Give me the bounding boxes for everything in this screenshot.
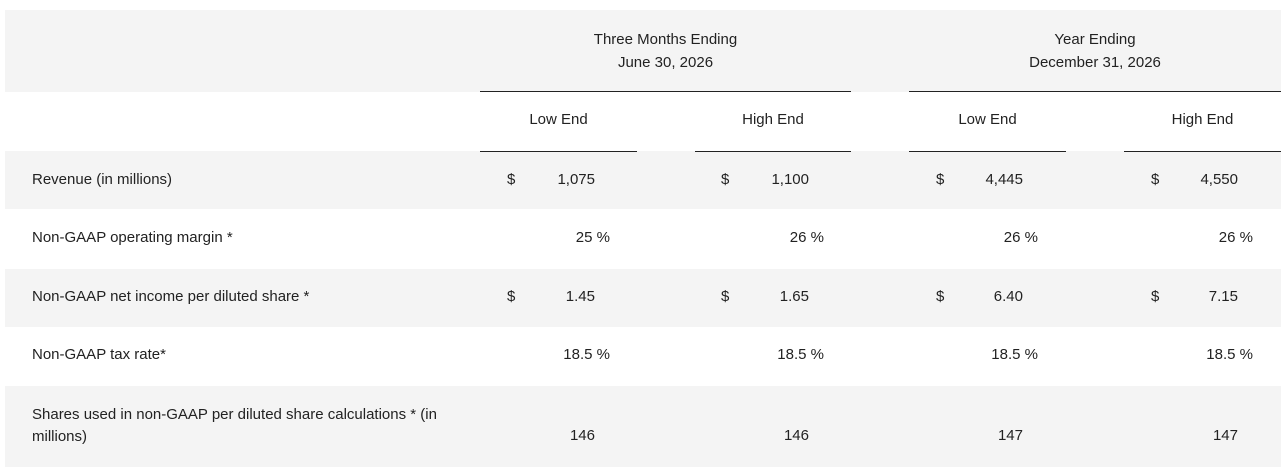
period-header-line2: December 31, 2026 [1029,54,1161,71]
period-rule [480,91,851,92]
column-header-high-end: High End [1171,111,1234,128]
row-label-revenue: Revenue (in millions) [32,171,173,188]
column-header-low-end: Low End [958,111,1017,128]
column-header-high-end: High End [742,111,804,128]
currency-symbol: $ [721,288,730,305]
value-cell: 4,550 [1200,171,1238,188]
period-header-three-months: Three Months Ending June 30, 2026 [480,28,851,74]
header-band [5,10,1281,92]
period-header-line1: Year Ending [1054,31,1136,48]
currency-symbol: $ [936,171,945,188]
column-header-low-end: Low End [529,111,588,128]
value-cell: 146 [569,427,595,444]
value-cell: 26 % [1003,229,1038,246]
column-rule [1124,151,1281,152]
currency-symbol: $ [936,288,945,305]
currency-symbol: $ [507,288,516,305]
value-cell: 1.65 [779,288,809,305]
value-cell: 7.15 [1208,288,1238,305]
value-cell: 1,100 [771,171,809,188]
period-header-year: Year Ending December 31, 2026 [909,28,1281,74]
period-rule [909,91,1281,92]
column-rule [695,151,851,152]
column-rule [480,151,637,152]
currency-symbol: $ [721,171,730,188]
value-cell: 1,075 [557,171,595,188]
value-cell: 4,445 [985,171,1023,188]
period-header-line1: Three Months Ending [593,31,738,48]
row-band-5 [5,386,1281,467]
value-cell: 6.40 [993,288,1023,305]
value-cell: 147 [997,427,1023,444]
value-cell: 1.45 [565,288,595,305]
value-cell: 18.5 % [563,346,610,363]
value-cell: 26 % [789,229,824,246]
value-cell: 18.5 % [777,346,824,363]
row-label-tax-rate: Non-GAAP tax rate* [32,346,166,363]
value-cell: 26 % [1218,229,1253,246]
value-cell: 25 % [575,229,610,246]
row-label-net-income-per-share: Non-GAAP net income per diluted share * [32,288,310,305]
value-cell: 18.5 % [1206,346,1253,363]
row-label-shares-used: Shares used in non-GAAP per diluted shar… [32,406,437,445]
value-cell: 147 [1212,427,1238,444]
period-header-line2: June 30, 2026 [617,54,714,71]
value-cell: 18.5 % [991,346,1038,363]
currency-symbol: $ [1151,171,1160,188]
row-label-operating-margin: Non-GAAP operating margin * [32,229,233,246]
currency-symbol: $ [1151,288,1160,305]
currency-symbol: $ [507,171,516,188]
row-band-3 [5,269,1281,327]
row-band-1 [5,151,1281,209]
column-rule [909,151,1066,152]
value-cell: 146 [783,427,809,444]
